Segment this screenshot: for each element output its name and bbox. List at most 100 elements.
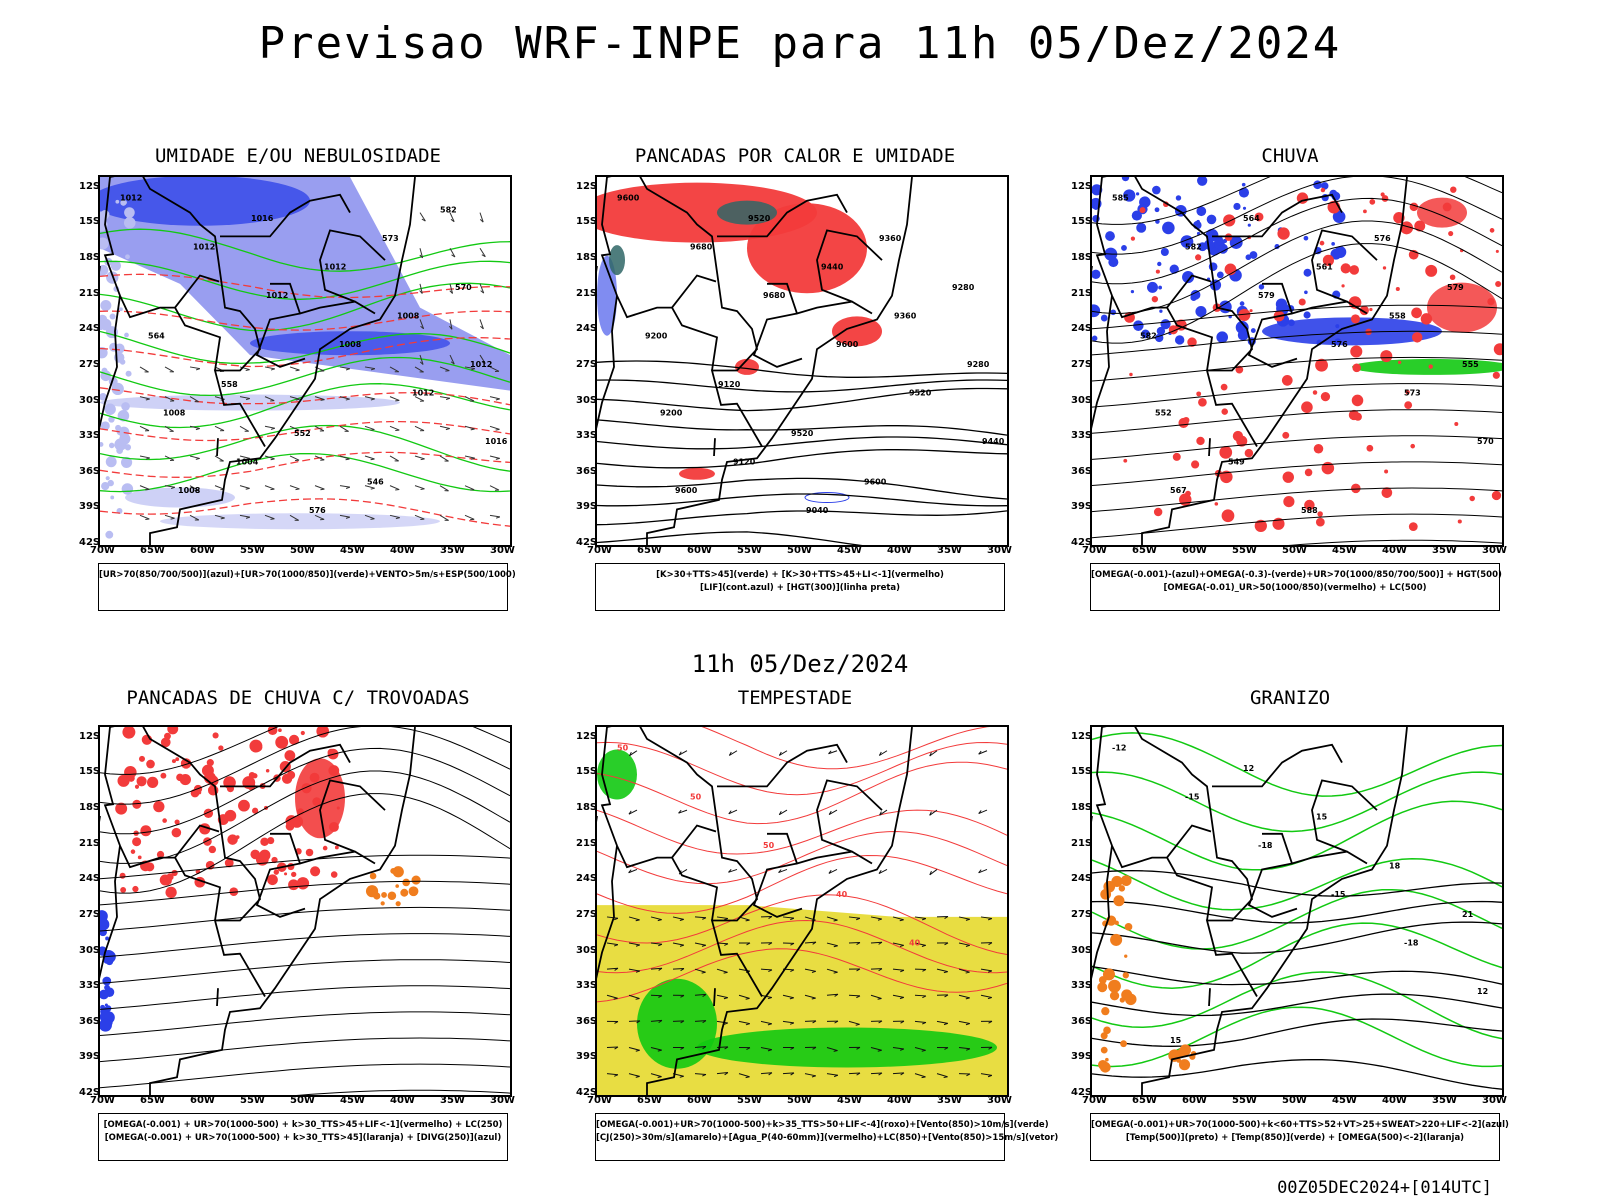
- contour-label: 585: [1112, 194, 1129, 203]
- legend-box: [OMEGA(-0.001)-(azul)+OMEGA(-0.3)-(verde…: [1090, 563, 1502, 611]
- wind-vector: [214, 425, 225, 432]
- contour-label: 50: [763, 841, 775, 850]
- rain-red: [1249, 309, 1253, 313]
- rain-red: [1244, 448, 1254, 458]
- wind-vector: [760, 968, 773, 973]
- rain-red: [1282, 431, 1290, 439]
- green-contour: [100, 452, 510, 493]
- rain-red: [1232, 430, 1244, 442]
- lat-tick-label: 30S: [576, 944, 598, 956]
- legend-box: [UR>70(850/700/500)](azul)+[UR>70(1000/8…: [98, 563, 516, 611]
- lon-tick-label: 70W: [90, 545, 115, 556]
- map-area: 50 50 50 40 40: [595, 725, 1009, 1097]
- rain-blue: [1241, 182, 1246, 187]
- lat-tick-label: 27S: [1071, 908, 1093, 920]
- lon-tick-label: 65W: [637, 1095, 662, 1106]
- rain-red: [1254, 212, 1264, 222]
- rain-blue: [1247, 223, 1251, 227]
- lon-tick-label: 60W: [1182, 545, 1207, 556]
- humidity-speck: [121, 483, 134, 495]
- green-contour: [100, 383, 510, 429]
- wind-vector: [419, 212, 426, 222]
- rain-blue: [1182, 271, 1195, 284]
- wind-vector: [139, 485, 150, 491]
- rain-red: [1489, 228, 1495, 233]
- hgt500-contour: [1092, 383, 1502, 408]
- thunder-red: [132, 837, 142, 847]
- lat-tick-label: 27S: [576, 908, 598, 920]
- rain-red: [1312, 390, 1318, 395]
- rain-blue: [1190, 289, 1201, 300]
- wind-vector: [389, 455, 399, 462]
- wind-vector: [419, 319, 425, 330]
- rain-blue: [1195, 305, 1207, 318]
- wind-vector: [189, 455, 200, 460]
- thunder-red: [147, 776, 159, 789]
- lon-tick-label: 60W: [1182, 1095, 1207, 1106]
- wind-vector: [164, 425, 174, 432]
- rain-blue: [1130, 289, 1135, 294]
- wind-vector: [738, 994, 750, 1000]
- wind-vector: [628, 994, 640, 1000]
- rain-red: [1196, 436, 1205, 446]
- divg-blue: [102, 976, 112, 986]
- wind-vector: [672, 916, 684, 921]
- thunder-red: [171, 759, 176, 764]
- contour-label: 12: [1243, 764, 1254, 773]
- wind-vector: [878, 750, 888, 756]
- lon-tick-label: 45W: [837, 545, 862, 556]
- lc250-streamline: [100, 880, 510, 906]
- omega-orange: [1177, 1048, 1187, 1058]
- rain-blue: [1157, 261, 1162, 267]
- thunder-orange: [369, 872, 377, 880]
- wind-vector: [848, 916, 861, 921]
- contour-label: 1008: [397, 311, 420, 320]
- wind-vector: [164, 455, 175, 462]
- rain-blue: [1110, 309, 1117, 316]
- wind-vector: [694, 942, 706, 947]
- water-red-contour: [597, 894, 1007, 955]
- rain-red: [1254, 519, 1267, 533]
- map-area: 585 582 579 576 573 570 567 564 561 558 555 552 549 5…: [1090, 175, 1504, 547]
- temp500-black: [1092, 993, 1502, 1017]
- panel-title: CHUVA: [1261, 145, 1319, 167]
- wind-vector: [804, 994, 816, 1000]
- water-red-contour: [597, 854, 1007, 914]
- rain-red: [1350, 314, 1360, 324]
- red-dashed-contour: [100, 387, 510, 406]
- wind-vector: [650, 994, 663, 998]
- wind-vector: [464, 396, 475, 402]
- map-area: 9600 9680 9680 9600 9520 9440 9600 9520 9440 9360…: [595, 175, 1009, 547]
- wind-vector: [414, 485, 425, 491]
- rain-blue: [1196, 231, 1201, 236]
- wind-vector: [914, 968, 927, 972]
- map-area: -12 -15 -18 -15 -18 12 15 12 15 18 21: [1090, 725, 1504, 1097]
- water-red-contour: [597, 809, 1007, 855]
- wind-vector: [314, 425, 325, 432]
- humidity-speck: [111, 382, 124, 396]
- rain-blue: [1331, 242, 1335, 246]
- red-dashed-contour: [100, 273, 510, 299]
- thunder-red: [124, 765, 137, 779]
- rain-blue: [1093, 205, 1099, 210]
- wind-vector: [449, 247, 456, 258]
- contour-label: 9680: [763, 291, 786, 300]
- temp500-black: [1092, 869, 1502, 897]
- lat-tick-label: 24S: [576, 323, 598, 335]
- wind-vector: [716, 994, 728, 1000]
- contour-label: 546: [367, 477, 384, 486]
- wind-vector: [439, 514, 449, 521]
- contour-label: 40: [836, 890, 848, 899]
- rain-red: [1195, 254, 1202, 261]
- thunder-red: [310, 866, 321, 877]
- rain-red: [1428, 364, 1433, 369]
- thunder-red: [250, 849, 261, 860]
- hgt300-contour: [597, 510, 1007, 526]
- contour-label: 558: [221, 380, 238, 389]
- lat-tick-label: 36S: [576, 1015, 598, 1027]
- wind-vector: [439, 485, 449, 492]
- thunder-red: [130, 849, 136, 854]
- lc250-streamline: [100, 727, 510, 805]
- thunder-red: [267, 837, 275, 845]
- legend-line: [OMEGA(-0.001)-(azul)+OMEGA(-0.3)-(verde…: [1091, 570, 1502, 580]
